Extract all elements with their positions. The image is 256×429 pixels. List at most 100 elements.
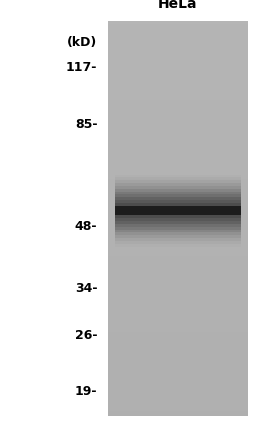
Bar: [108, 190, 248, 191]
Bar: [108, 300, 248, 303]
Bar: [108, 108, 248, 111]
Bar: [108, 24, 248, 27]
Bar: [108, 253, 248, 256]
Bar: [108, 237, 248, 240]
Bar: [108, 82, 248, 85]
Bar: [115, 200, 241, 221]
Bar: [108, 284, 248, 287]
Bar: [108, 313, 248, 316]
Bar: [108, 290, 248, 293]
Bar: [108, 297, 248, 300]
Bar: [108, 181, 248, 184]
Bar: [115, 189, 241, 233]
Bar: [108, 160, 248, 163]
Bar: [108, 332, 248, 335]
Bar: [108, 66, 248, 69]
Bar: [108, 168, 248, 172]
Bar: [108, 45, 248, 48]
Bar: [108, 97, 248, 100]
Bar: [108, 121, 248, 124]
Bar: [108, 105, 248, 108]
Bar: [108, 200, 248, 203]
Bar: [108, 355, 248, 358]
Text: 117-: 117-: [66, 61, 97, 74]
Bar: [108, 390, 248, 393]
Bar: [108, 58, 248, 61]
Bar: [108, 76, 248, 79]
Bar: [108, 187, 248, 188]
Bar: [108, 158, 248, 161]
Bar: [108, 53, 248, 56]
Bar: [108, 274, 248, 277]
Bar: [108, 132, 248, 135]
Bar: [108, 342, 248, 345]
Bar: [108, 197, 248, 200]
Bar: [108, 211, 248, 214]
Bar: [108, 281, 248, 284]
Bar: [108, 402, 248, 405]
Bar: [108, 192, 248, 195]
Bar: [108, 137, 248, 140]
Bar: [108, 260, 248, 263]
Bar: [108, 196, 248, 197]
Bar: [108, 271, 248, 274]
Bar: [108, 184, 248, 187]
Bar: [108, 258, 248, 261]
Bar: [108, 39, 248, 42]
Bar: [108, 139, 248, 142]
Bar: [108, 405, 248, 408]
Bar: [108, 376, 248, 379]
Bar: [108, 371, 248, 374]
Bar: [108, 79, 248, 82]
Bar: [108, 358, 248, 361]
Bar: [108, 118, 248, 121]
Bar: [108, 374, 248, 377]
Bar: [108, 129, 248, 132]
Text: 19-: 19-: [75, 385, 97, 399]
Bar: [108, 360, 248, 363]
Bar: [115, 180, 241, 241]
Bar: [108, 395, 248, 398]
Bar: [108, 218, 248, 221]
Bar: [108, 232, 248, 235]
Bar: [115, 206, 241, 215]
Text: HeLa: HeLa: [158, 0, 198, 11]
Bar: [108, 276, 248, 279]
Bar: [108, 142, 248, 145]
Bar: [108, 134, 248, 137]
Bar: [108, 34, 248, 37]
Bar: [108, 205, 248, 208]
Bar: [108, 202, 248, 205]
Bar: [108, 55, 248, 58]
Bar: [108, 184, 248, 185]
Bar: [108, 400, 248, 403]
Bar: [108, 366, 248, 369]
Bar: [108, 392, 248, 395]
Text: 34-: 34-: [75, 282, 97, 295]
Bar: [108, 242, 248, 245]
Bar: [108, 84, 248, 87]
Bar: [108, 344, 248, 348]
Bar: [108, 239, 248, 242]
Bar: [108, 229, 248, 232]
Bar: [108, 185, 248, 186]
Bar: [108, 186, 248, 187]
Bar: [108, 369, 248, 372]
Bar: [108, 155, 248, 158]
Bar: [108, 126, 248, 129]
Bar: [108, 326, 248, 329]
Bar: [108, 329, 248, 332]
Text: 48-: 48-: [75, 220, 97, 233]
Bar: [108, 245, 248, 248]
Bar: [108, 279, 248, 282]
Bar: [115, 203, 241, 218]
Bar: [108, 321, 248, 324]
Bar: [108, 350, 248, 353]
Bar: [108, 29, 248, 32]
Bar: [108, 263, 248, 266]
Bar: [115, 192, 241, 230]
Bar: [108, 188, 248, 189]
Bar: [108, 323, 248, 326]
Bar: [108, 269, 248, 272]
Bar: [108, 198, 248, 199]
